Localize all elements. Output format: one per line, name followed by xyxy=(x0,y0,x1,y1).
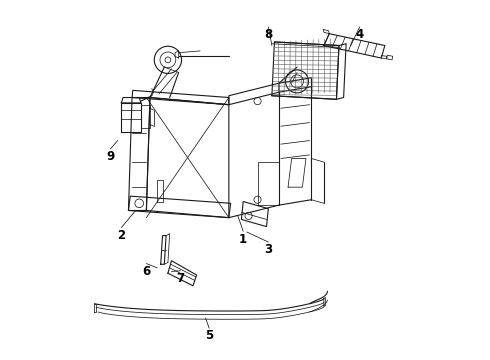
Text: 5: 5 xyxy=(205,329,213,342)
Text: 2: 2 xyxy=(117,229,125,242)
Text: 3: 3 xyxy=(264,243,272,256)
Text: 4: 4 xyxy=(356,28,364,41)
Text: 7: 7 xyxy=(176,272,185,285)
Text: 1: 1 xyxy=(239,233,247,246)
Text: 8: 8 xyxy=(264,28,272,41)
Text: 9: 9 xyxy=(106,150,115,163)
Text: 6: 6 xyxy=(142,265,150,278)
